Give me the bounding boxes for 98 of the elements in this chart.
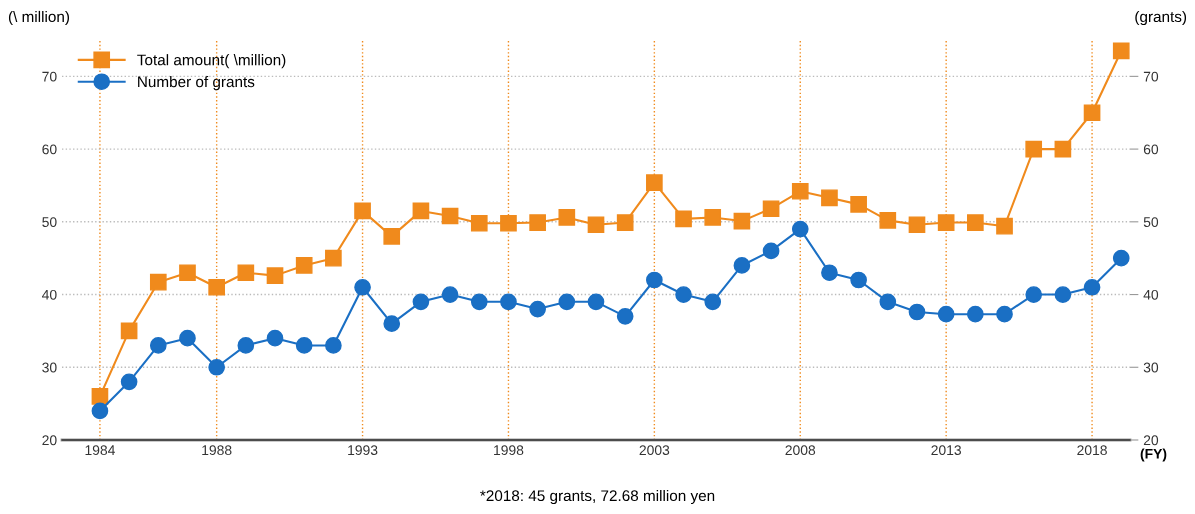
point [208, 358, 225, 376]
point [821, 264, 838, 282]
point [733, 257, 751, 274]
point [470, 214, 488, 232]
point [879, 293, 897, 311]
point [616, 214, 634, 231]
x-tick-label: 1984 [85, 445, 115, 456]
point [967, 214, 984, 231]
point [412, 202, 430, 220]
y-tick-label: 70 [42, 71, 57, 82]
point [704, 293, 722, 311]
x-tick-label: 1993 [348, 445, 378, 456]
point [529, 214, 546, 231]
point [908, 216, 926, 234]
point [266, 329, 284, 347]
legend-label: Total amount( \million) [137, 54, 286, 69]
point [325, 337, 342, 354]
point [879, 212, 897, 229]
point [383, 315, 401, 332]
point [354, 202, 371, 220]
y2-axis-title: (grants) [1135, 10, 1187, 26]
point [937, 305, 955, 323]
point [1025, 286, 1043, 303]
point [470, 293, 488, 311]
point [908, 303, 926, 321]
point [208, 278, 225, 296]
point [383, 228, 401, 245]
y2-tick-label: 30 [1143, 362, 1159, 373]
point [500, 214, 517, 232]
point [762, 242, 780, 260]
x-tick-label: 1998 [494, 445, 524, 456]
point [1054, 140, 1072, 158]
point [937, 214, 955, 231]
point [1083, 278, 1101, 296]
point [996, 217, 1013, 235]
point [354, 278, 371, 296]
point [762, 200, 780, 218]
y2-tick-label: 70 [1143, 71, 1159, 82]
y-axis-title: (\ million) [8, 10, 70, 26]
point [821, 189, 838, 207]
x-tick-label: 2008 [785, 445, 816, 456]
point [850, 196, 867, 213]
y2-tick-label: 60 [1143, 144, 1159, 155]
x-tick-label: 1988 [202, 445, 232, 456]
point [1112, 249, 1130, 267]
point [266, 267, 284, 284]
point [412, 293, 430, 311]
point [179, 329, 196, 347]
point [325, 249, 342, 267]
point [529, 300, 546, 318]
text: *2018: 45 grants, 72.68 million yen [480, 489, 715, 505]
y2-tick-label: 40 [1143, 289, 1159, 300]
point [237, 264, 255, 282]
point [149, 337, 167, 354]
point [646, 271, 663, 289]
point [295, 257, 313, 274]
point [791, 220, 809, 238]
point [1112, 42, 1130, 60]
point [120, 373, 138, 391]
point [704, 209, 722, 226]
point [850, 271, 867, 289]
x-tick-label: 2018 [1077, 445, 1107, 456]
x-tick-label: 2013 [931, 445, 961, 456]
y2-tick-label: 50 [1143, 217, 1159, 227]
point [120, 322, 138, 340]
point [441, 286, 459, 303]
point [1083, 104, 1101, 122]
x-tick-label: 2003 [639, 445, 670, 456]
point [996, 305, 1013, 323]
point [646, 174, 663, 191]
point [91, 402, 109, 420]
y-tick-label: 30 [42, 362, 57, 373]
point [441, 207, 459, 225]
point [587, 293, 605, 311]
point [791, 182, 809, 200]
point [179, 264, 196, 282]
point [616, 308, 634, 325]
point [733, 212, 751, 230]
point [587, 216, 605, 234]
point [967, 305, 984, 323]
y-tick-label: 60 [42, 144, 57, 155]
point [237, 337, 255, 354]
x-axis-title: (FY) [1140, 448, 1167, 462]
point [675, 286, 692, 303]
y-tick-label: 20 [42, 435, 57, 446]
y2-tick-label: 20 [1143, 435, 1159, 446]
point [675, 210, 692, 228]
point [558, 293, 576, 311]
point [558, 209, 576, 226]
point [1025, 140, 1043, 158]
y-tick-label: 40 [42, 289, 57, 300]
y-tick-label: 50 [42, 217, 57, 227]
legend-label: Number of grants [138, 75, 255, 91]
point [91, 388, 109, 405]
point [149, 273, 167, 291]
point [295, 337, 313, 354]
point [500, 293, 517, 311]
point [1054, 286, 1072, 303]
